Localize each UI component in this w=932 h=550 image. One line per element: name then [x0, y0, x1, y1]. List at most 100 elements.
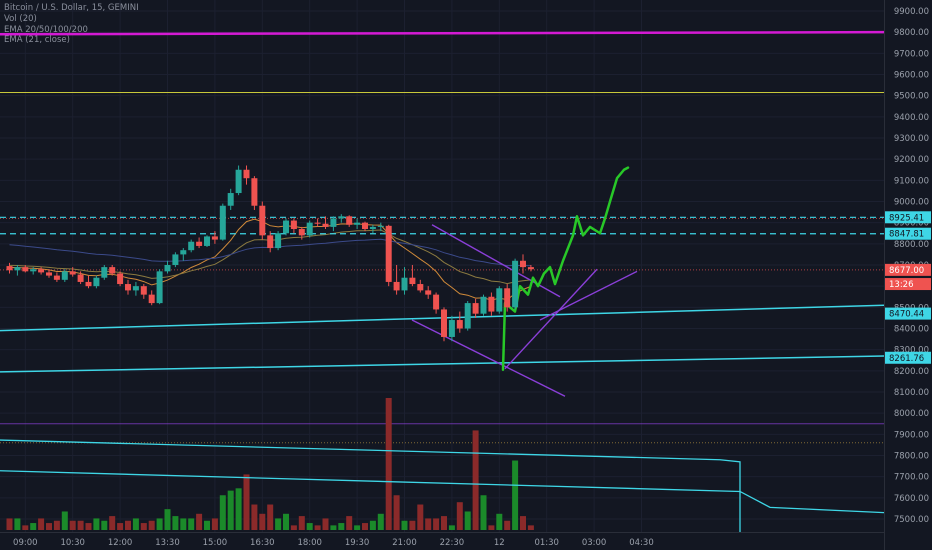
cyan-support-trendline	[0, 355, 885, 373]
purple-wedge-bottom	[411, 319, 566, 397]
price-tick-label: 9900.00	[894, 7, 929, 17]
candle-body	[520, 260, 526, 268]
volume-bar	[69, 520, 76, 530]
volume-bar	[93, 518, 100, 530]
volume-bar	[433, 518, 440, 530]
volume-bar	[330, 525, 337, 530]
volume-bar	[101, 520, 108, 530]
volume-bar	[401, 520, 408, 530]
candle-body	[6, 266, 13, 271]
candle-body	[109, 267, 116, 274]
volume-bar	[251, 504, 258, 530]
candle-body	[377, 225, 384, 227]
candle-body	[204, 236, 210, 246]
legend-ema-21[interactable]: EMA (21, close)	[4, 35, 70, 46]
cyan-lower-curve	[0, 439, 741, 532]
time-axis[interactable]: 09:00 10:30 12:00 13:30 15:00 16:30 18:00 19:30…	[0, 532, 884, 549]
volume-bar	[362, 523, 368, 530]
volume-bar	[109, 516, 116, 530]
price-tag-bg	[885, 227, 931, 240]
volume-bar	[354, 525, 361, 530]
volume-bar	[306, 523, 313, 530]
volume-bar	[456, 502, 463, 530]
trend-drawings[interactable]	[0, 30, 885, 532]
candle-body	[354, 222, 361, 225]
volume-bar	[14, 518, 21, 530]
candle-body	[235, 169, 242, 194]
purple-support-line	[504, 268, 598, 370]
volume-bars	[6, 398, 534, 530]
volume-bar	[140, 523, 147, 530]
candle-body	[22, 267, 29, 272]
time-tick-label: 13:30	[155, 538, 180, 548]
price-tick-label: 9400.00	[894, 113, 929, 123]
candle-body	[117, 273, 124, 285]
price-tag-bg	[885, 351, 931, 364]
green-projection-path	[501, 166, 630, 372]
candle-body	[425, 290, 432, 295]
candle-body	[409, 277, 416, 285]
candle-body	[322, 223, 329, 227]
time-tick-label: 19:30	[345, 538, 370, 548]
volume-bar	[275, 518, 282, 530]
candle-body	[488, 296, 495, 312]
volume-bar	[298, 516, 305, 530]
candles[interactable]	[6, 165, 534, 342]
volume-bar	[61, 511, 68, 530]
candle-body	[346, 216, 353, 225]
price-tick-label: 8200.00	[894, 367, 929, 377]
candle-body	[132, 286, 139, 291]
price-tick-label: 9300.00	[894, 134, 929, 144]
candle-body	[393, 281, 400, 291]
legend-symbol[interactable]: Bitcoin / U.S. Dollar, 15, GEMINI	[4, 3, 139, 13]
volume-bar	[338, 523, 345, 530]
volume-bar	[46, 523, 52, 530]
candle-body	[283, 220, 289, 234]
volume-bar	[322, 518, 329, 530]
legend-ema-multi[interactable]: EMA 20/50/100/200	[4, 24, 88, 35]
candle-body	[290, 220, 297, 230]
time-tick-label: 09:00	[13, 538, 38, 548]
volume-bar	[38, 518, 45, 530]
volume-bar	[180, 518, 187, 530]
volume-bar	[148, 520, 155, 530]
candle-body	[464, 303, 471, 329]
candle-body	[330, 218, 337, 227]
candle-body	[504, 288, 511, 308]
candle-body	[259, 205, 266, 236]
candle-body	[362, 222, 368, 230]
candle-body	[93, 277, 100, 287]
volume-bar	[243, 474, 250, 530]
candle-body	[527, 267, 534, 270]
candle-body	[243, 169, 250, 179]
volume-bar	[156, 518, 163, 530]
volume-bar	[425, 518, 432, 530]
price-tag-bg	[885, 307, 931, 320]
volume-bar	[164, 509, 171, 530]
candle-body	[172, 254, 179, 265]
price-tick-label: 8300.00	[894, 346, 929, 356]
time-tick-label: 12:00	[108, 538, 133, 548]
volume-bar	[409, 520, 416, 530]
volume-bar	[393, 495, 400, 530]
candle-body	[85, 281, 92, 287]
price-tick-label: 9600.00	[894, 71, 929, 81]
price-tick-label: 8800.00	[894, 240, 929, 250]
last-price-tag-bg	[885, 263, 931, 276]
volume-bar	[204, 520, 210, 530]
volume-bar	[219, 495, 226, 530]
price-tag: 8470.44	[889, 310, 924, 320]
time-tick-label: 03:00	[582, 538, 607, 548]
candle-body	[38, 269, 45, 273]
volume-bar	[314, 525, 321, 530]
candle-body	[480, 296, 487, 314]
volume-bar	[369, 520, 376, 530]
legend-volume[interactable]: Vol (20)	[4, 13, 37, 24]
volume-bar	[22, 525, 29, 530]
price-tick-label: 7800.00	[894, 452, 929, 462]
price-tag-bg	[885, 211, 931, 224]
candle-body	[496, 288, 503, 312]
volume-bar	[125, 520, 131, 530]
